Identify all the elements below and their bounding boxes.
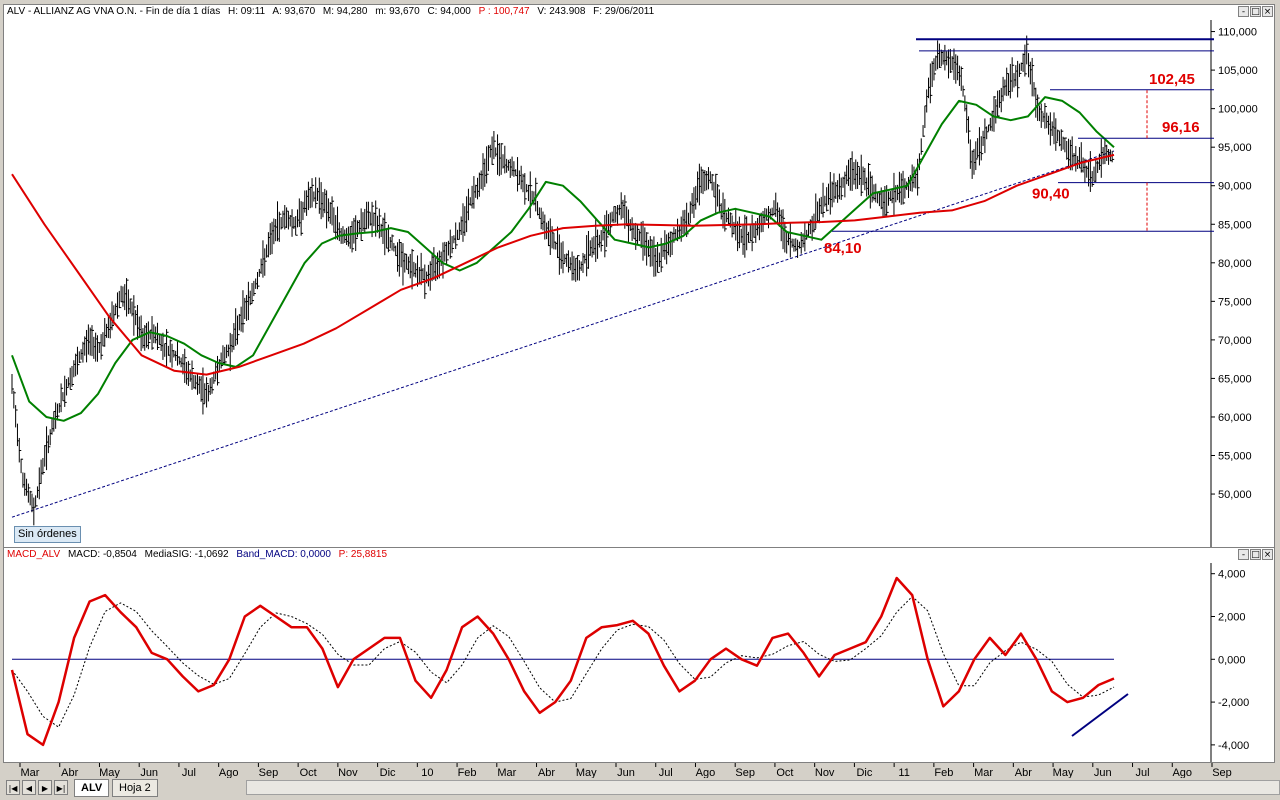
x-tick-label: Feb bbox=[458, 767, 477, 779]
x-tick-label: Ago bbox=[219, 767, 239, 779]
price-pane-window-buttons: - □ × bbox=[1238, 6, 1273, 17]
macd-y-tick-label: 2,000 bbox=[1218, 611, 1246, 623]
x-tick-label: Dic bbox=[856, 767, 872, 779]
price-level-label: 102,45 bbox=[1149, 71, 1195, 88]
price-y-tick-label: 50,000 bbox=[1218, 489, 1252, 501]
x-tick-label: Sep bbox=[1212, 767, 1232, 779]
price-y-tick-label: 70,000 bbox=[1218, 335, 1252, 347]
title-volume: V: 243.908 bbox=[537, 6, 586, 17]
close-icon[interactable]: × bbox=[1262, 549, 1273, 560]
x-tick-label: Abr bbox=[1015, 767, 1032, 779]
sma-red-line bbox=[11, 153, 1115, 376]
minimize-icon[interactable]: - bbox=[1238, 549, 1249, 560]
price-y-tick-label: 55,000 bbox=[1218, 451, 1252, 463]
title-instrument: ALV - ALLIANZ AG VNA O.N. - Fin de día 1… bbox=[7, 6, 221, 17]
x-tick-label: Jun bbox=[140, 767, 158, 779]
sheet-tab-hoja-2[interactable]: Hoja 2 bbox=[112, 779, 158, 797]
x-tick-label: Abr bbox=[538, 767, 555, 779]
price-y-tick-label: 60,000 bbox=[1218, 412, 1252, 424]
x-tick-label: Feb bbox=[934, 767, 953, 779]
x-tick-label: Nov bbox=[338, 767, 358, 779]
macd-divergence-line bbox=[1071, 693, 1129, 737]
macd-title-band: Band_MACD: 0,0000 bbox=[236, 549, 331, 560]
x-tick-label: 11 bbox=[898, 767, 909, 779]
macd-title-name: MACD_ALV bbox=[7, 549, 61, 560]
price-y-tick-label: 100,000 bbox=[1218, 104, 1258, 116]
title-date: F: 29/06/2011 bbox=[593, 6, 655, 17]
sma-green-line bbox=[11, 96, 1115, 422]
price-chart[interactable]: 50,000 55,000 60,000 65,000 70,000 75,000 80,0… bbox=[4, 20, 1274, 548]
x-tick-label: Jun bbox=[1094, 767, 1112, 779]
x-tick-label: Dic bbox=[380, 767, 396, 779]
x-tick-label: Nov bbox=[815, 767, 835, 779]
x-tick-label: Mar bbox=[974, 767, 993, 779]
x-tick-label: Oct bbox=[776, 767, 793, 779]
macd-y-tick-label: -2,000 bbox=[1218, 697, 1249, 709]
macd-title-p: P: 25,8815 bbox=[338, 549, 388, 560]
prev-sheet-icon[interactable]: ◀ bbox=[22, 780, 36, 795]
x-tick-label: Sep bbox=[735, 767, 755, 779]
maximize-icon[interactable]: □ bbox=[1250, 549, 1261, 560]
x-tick-label: May bbox=[99, 767, 120, 779]
price-level-label: 96,16 bbox=[1162, 119, 1200, 136]
x-axis: Mar Abr May Jun Jul Ago Sep Oct Nov Dic 10 Feb Mar Ab… bbox=[19, 763, 1232, 779]
price-y-tick-label: 95,000 bbox=[1218, 142, 1252, 154]
title-low: m: 93,670 bbox=[375, 6, 420, 17]
sheet-tab-alv[interactable]: ALV bbox=[74, 779, 110, 797]
x-tick-label: May bbox=[576, 767, 597, 779]
x-tick-label: Jul bbox=[1136, 767, 1150, 779]
x-tick-label: 10 bbox=[421, 767, 433, 779]
x-tick-label: Ago bbox=[696, 767, 716, 779]
macd-pane-title: MACD_ALV MACD: -0,8504 MediaSIG: -1,0692… bbox=[7, 548, 392, 562]
title-high: M: 94,280 bbox=[322, 6, 368, 17]
macd-pane-window-buttons: - □ × bbox=[1238, 549, 1273, 560]
minimize-icon[interactable]: - bbox=[1238, 6, 1249, 17]
price-y-tick-label: 110,000 bbox=[1218, 27, 1257, 39]
price-y-tick-label: 90,000 bbox=[1218, 181, 1252, 193]
macd-signal-line bbox=[11, 595, 1115, 728]
price-bars bbox=[11, 35, 1115, 526]
price-chart-pane[interactable]: ALV - ALLIANZ AG VNA O.N. - Fin de día 1… bbox=[3, 4, 1275, 549]
macd-title-value: MACD: -0,8504 bbox=[67, 549, 137, 560]
sheet-navigation-bar: |◀ ◀ ▶ ▶| ALV Hoja 2 bbox=[0, 778, 1280, 800]
x-tick-label: Jul bbox=[182, 767, 196, 779]
x-tick-label: Sep bbox=[259, 767, 279, 779]
first-sheet-icon[interactable]: |◀ bbox=[6, 780, 20, 795]
x-tick-label: Jul bbox=[659, 767, 673, 779]
orders-badge[interactable]: Sin órdenes bbox=[14, 526, 81, 543]
maximize-icon[interactable]: □ bbox=[1250, 6, 1261, 17]
macd-y-tick-label: 0,000 bbox=[1218, 654, 1246, 666]
macd-y-tick-label: -4,000 bbox=[1218, 740, 1249, 752]
price-level-label: 84,10 bbox=[824, 240, 862, 257]
x-tick-label: Jun bbox=[617, 767, 635, 779]
horizontal-scrollbar[interactable] bbox=[246, 780, 1280, 795]
x-tick-label: Ago bbox=[1172, 767, 1192, 779]
price-pane-title: ALV - ALLIANZ AG VNA O.N. - Fin de día 1… bbox=[7, 5, 659, 19]
price-y-tick-label: 105,000 bbox=[1218, 65, 1258, 77]
macd-chart[interactable]: -4,000 -2,000 0,000 2,000 4,000 bbox=[4, 563, 1274, 762]
support-trendline bbox=[11, 150, 1115, 518]
title-close: C: 94,000 bbox=[427, 6, 471, 17]
close-icon[interactable]: × bbox=[1262, 6, 1273, 17]
title-time: H: 09:11 bbox=[228, 6, 266, 17]
x-tick-label: Mar bbox=[497, 767, 516, 779]
title-open: A: 93,670 bbox=[272, 6, 316, 17]
price-level-label: 90,40 bbox=[1032, 186, 1070, 203]
x-tick-label: Oct bbox=[300, 767, 317, 779]
last-sheet-icon[interactable]: ▶| bbox=[54, 780, 68, 795]
x-tick-label: Abr bbox=[61, 767, 78, 779]
macd-title-signal: MediaSIG: -1,0692 bbox=[144, 549, 229, 560]
price-y-tick-label: 80,000 bbox=[1218, 258, 1252, 270]
title-p: P : 100,747 bbox=[478, 6, 530, 17]
price-y-tick-label: 75,000 bbox=[1218, 296, 1252, 308]
next-sheet-icon[interactable]: ▶ bbox=[38, 780, 52, 795]
macd-y-tick-label: 4,000 bbox=[1218, 569, 1246, 581]
macd-line bbox=[10, 576, 1115, 747]
price-y-tick-label: 85,000 bbox=[1218, 219, 1252, 231]
x-tick-label: Mar bbox=[21, 767, 40, 779]
macd-chart-pane[interactable]: MACD_ALV MACD: -0,8504 MediaSIG: -1,0692… bbox=[3, 547, 1275, 763]
price-y-tick-label: 65,000 bbox=[1218, 373, 1252, 385]
x-tick-label: May bbox=[1053, 767, 1074, 779]
